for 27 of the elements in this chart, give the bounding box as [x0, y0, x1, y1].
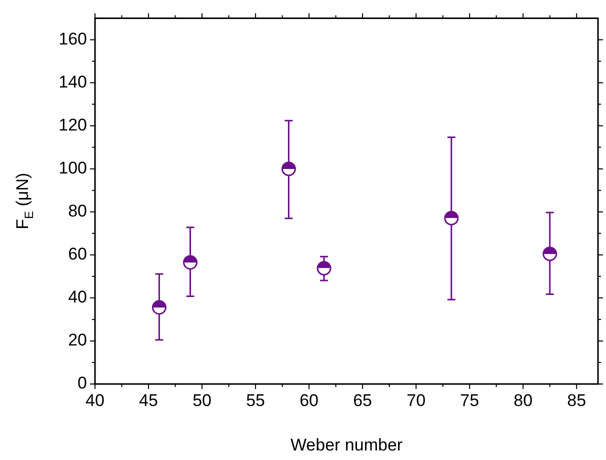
y-tick-label: 120 — [58, 115, 87, 134]
x-axis-title: Weber number — [290, 435, 403, 454]
x-tick-label: 80 — [514, 390, 533, 410]
point — [316, 260, 332, 276]
point — [281, 162, 296, 176]
point — [152, 300, 166, 315]
y-tick-label: 20 — [68, 330, 87, 350]
point — [444, 210, 459, 226]
y-tick-label: 40 — [68, 288, 87, 307]
y-tick-label: 0 — [78, 374, 87, 393]
y-tick-label: 60 — [68, 244, 87, 264]
y-tick-label: 80 — [68, 202, 87, 221]
y-axis-title: FE (μN) — [13, 172, 36, 230]
x-tick-label: 60 — [300, 390, 319, 410]
x-tick-label: 75 — [460, 390, 480, 410]
x-tick-label: 85 — [567, 390, 586, 410]
y-tick-label: 160 — [58, 29, 87, 48]
x-tick-label: 45 — [139, 390, 158, 410]
x-tick-label: 65 — [353, 390, 372, 410]
x-tick-label: 70 — [406, 390, 426, 410]
y-tick-label: 140 — [58, 72, 87, 92]
point — [542, 246, 558, 262]
y-tick-label: 100 — [58, 158, 87, 178]
x-tick-label: 55 — [246, 390, 265, 410]
x-tick-label: 40 — [86, 390, 104, 410]
x-tick-label: 50 — [192, 390, 212, 410]
point — [183, 255, 198, 270]
